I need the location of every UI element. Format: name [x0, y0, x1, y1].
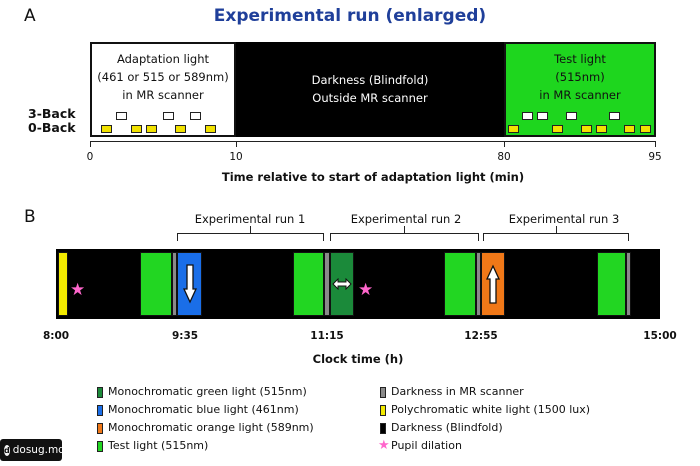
- test-light-block: [293, 252, 324, 316]
- darkness-segment: Darkness (Blindfold) Outside MR scanner: [236, 42, 504, 137]
- bracket-stub: [250, 226, 251, 233]
- panel-a-axis-line: [90, 141, 656, 142]
- panel-a-axis-title: Time relative to start of adaptation lig…: [221, 170, 525, 184]
- three-back-block: [609, 112, 620, 120]
- legend-swatch: [97, 441, 103, 452]
- adaptation-line3: in MR scanner: [122, 88, 204, 102]
- run-label-1: Experimental run 1: [194, 212, 306, 226]
- test-line1: Test light: [554, 52, 606, 66]
- three-back-block: [190, 112, 201, 120]
- watermark-text: dosug.md: [12, 444, 65, 456]
- test-line2: (515nm): [555, 70, 605, 84]
- darkness-mr-block: [172, 252, 177, 316]
- test-light-block: [444, 252, 476, 316]
- axis-tick: [90, 141, 91, 147]
- legend-label: Monochromatic blue light (461nm): [108, 403, 299, 416]
- run-bracket-3: [483, 233, 629, 241]
- run-label-3: Experimental run 3: [508, 212, 620, 226]
- adaptation-line2: (461 or 515 or 589nm): [97, 70, 229, 84]
- darkness-mr-block: [626, 252, 631, 316]
- zero-back-block: [640, 125, 651, 133]
- panel-a-title: Experimental run (enlarged): [213, 6, 487, 26]
- legend-label: Polychromatic white light (1500 lux): [391, 403, 591, 416]
- bracket-stub: [556, 226, 557, 233]
- test-line3: in MR scanner: [539, 88, 621, 102]
- darkness-mr-block: [476, 252, 481, 316]
- star-icon: ★: [378, 438, 390, 453]
- dosug-logo-icon: d: [4, 444, 10, 456]
- zero-back-block: [101, 125, 112, 133]
- three-back-block: [522, 112, 533, 120]
- test-light-segment: Test light (515nm) in MR scanner: [504, 42, 656, 137]
- white-light-block: [58, 252, 68, 316]
- left-right-arrow-icon: [330, 252, 354, 316]
- up-arrow-icon: [481, 252, 505, 316]
- test-light-block: [597, 252, 626, 316]
- clock-tick-label: 9:35: [171, 330, 199, 342]
- run-bracket-1: [177, 233, 324, 241]
- three-back-block: [537, 112, 548, 120]
- panel-b-letter: B: [24, 207, 36, 227]
- zero-back-block: [581, 125, 592, 133]
- bracket-stub: [404, 226, 405, 233]
- three-back-block: [116, 112, 127, 120]
- run-label-2: Experimental run 2: [350, 212, 462, 226]
- three-back-block: [163, 112, 174, 120]
- legend-label: Monochromatic orange light (589nm): [108, 421, 314, 434]
- clock-tick-label: 12:55: [464, 330, 498, 342]
- zero-back-block: [146, 125, 157, 133]
- run-bracket-2: [330, 233, 479, 241]
- legend-swatch: [97, 387, 103, 398]
- clock-tick-label: 11:15: [310, 330, 344, 342]
- zero-back-block: [624, 125, 635, 133]
- legend-swatch: [380, 405, 386, 416]
- tick-label: 10: [229, 151, 243, 163]
- legend-label: Pupil dilation: [391, 439, 462, 452]
- tick-label: 95: [648, 151, 662, 163]
- darkness-line1: Darkness (Blindfold): [311, 73, 429, 87]
- darkness-line2: Outside MR scanner: [312, 91, 428, 105]
- legend-label: Monochromatic green light (515nm): [108, 385, 307, 398]
- clock-tick-label: 8:00: [42, 330, 70, 342]
- tick-label: 80: [497, 151, 511, 163]
- legend-swatch: [97, 423, 103, 434]
- legend-label: Darkness in MR scanner: [391, 385, 524, 398]
- three-back-label: 3-Back: [28, 106, 76, 121]
- test-light-block: [140, 252, 172, 316]
- zero-back-block: [205, 125, 216, 133]
- adaptation-light-segment: Adaptation light (461 or 515 or 589nm) i…: [90, 42, 236, 137]
- legend-swatch: [97, 405, 103, 416]
- zero-back-block: [552, 125, 563, 133]
- zero-back-block: [508, 125, 519, 133]
- down-arrow-icon: [177, 252, 202, 316]
- zero-back-label: 0-Back: [28, 120, 76, 135]
- zero-back-block: [175, 125, 186, 133]
- legend-swatch: [380, 423, 386, 434]
- three-back-block: [566, 112, 577, 120]
- legend-label: Darkness (Blindfold): [391, 421, 503, 434]
- legend-swatch: [380, 387, 386, 398]
- panel-b-axis-title: Clock time (h): [312, 352, 404, 366]
- axis-tick: [655, 141, 656, 147]
- legend-label: Test light (515nm): [108, 439, 209, 452]
- watermark-badge: d dosug.md: [0, 439, 65, 461]
- darkness-mr-block: [324, 252, 330, 316]
- pupil-dilation-star-icon: ★: [358, 280, 374, 300]
- orange-light-block: [481, 252, 505, 316]
- pupil-dilation-star-icon: ★: [70, 280, 86, 300]
- zero-back-block: [131, 125, 142, 133]
- axis-tick: [504, 141, 505, 147]
- clock-tick-label: 15:00: [643, 330, 677, 342]
- axis-tick: [236, 141, 237, 147]
- zero-back-block: [596, 125, 607, 133]
- tick-label: 0: [86, 151, 94, 163]
- adaptation-line1: Adaptation light: [116, 52, 210, 66]
- panel-a-letter: A: [24, 6, 36, 26]
